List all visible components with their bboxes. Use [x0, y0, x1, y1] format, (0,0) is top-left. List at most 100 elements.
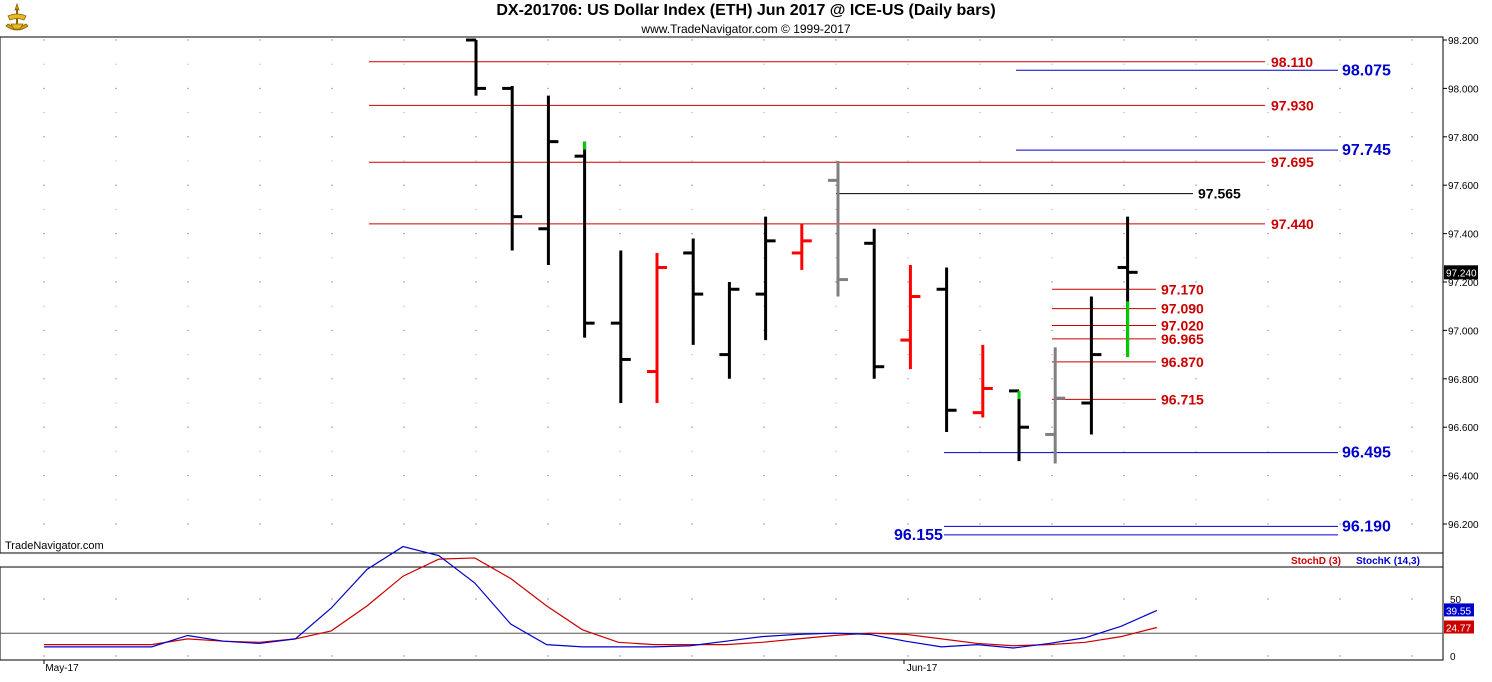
grid-dot: [1339, 63, 1341, 65]
grid-dot: [259, 402, 261, 404]
grid-dot: [187, 598, 189, 600]
grid-dot: [1123, 329, 1125, 332]
grid-dot: [403, 426, 405, 428]
grid-dot: [835, 208, 837, 210]
grid-dot: [1195, 499, 1197, 501]
grid-dot: [187, 281, 189, 283]
grid-dot: [1195, 87, 1197, 90]
grid-dot: [1123, 523, 1125, 525]
grid-dot: [835, 523, 837, 525]
grid-dot: [1195, 39, 1197, 41]
grid-dot: [547, 354, 549, 356]
grid-dot: [1339, 655, 1341, 657]
grid-dot: [979, 281, 981, 283]
grid-dot: [187, 87, 189, 90]
grid-dot: [1195, 378, 1197, 380]
grid-dot: [547, 87, 549, 90]
grid-dot: [331, 112, 333, 114]
grid-dot: [1051, 354, 1053, 356]
grid-dot: [259, 39, 261, 41]
grid-dot: [1339, 474, 1341, 477]
grid-dot: [763, 63, 765, 65]
grid-dot: [1267, 329, 1269, 332]
grid-dot: [43, 655, 45, 657]
y-tick-label: 97.600: [1448, 181, 1479, 192]
grid-dot: [1195, 281, 1197, 283]
y-tick-label: 98.000: [1448, 84, 1479, 95]
grid-dot: [403, 450, 405, 452]
grid-dot: [475, 474, 477, 477]
grid-dot: [979, 523, 981, 525]
osc-y-tick-label: 50: [1450, 595, 1462, 606]
grid-dot: [1195, 426, 1197, 428]
chart-title: DX-201706: US Dollar Index (ETH) Jun 201…: [496, 2, 996, 19]
grid-dot: [1195, 63, 1197, 65]
grid-dot: [115, 354, 117, 356]
grid-dot: [1195, 257, 1197, 259]
grid-dot: [691, 598, 693, 600]
grid-dot: [1339, 160, 1341, 162]
ohlc-bar: [755, 216, 776, 341]
grid-dot: [259, 63, 261, 65]
grid-dot: [1123, 112, 1125, 114]
grid-dot: [1195, 305, 1197, 307]
stochk-last-box: [1444, 603, 1474, 617]
grid-dot: [763, 450, 765, 452]
grid-dot: [691, 208, 693, 210]
grid-dot: [979, 354, 981, 356]
grid-dot: [1411, 655, 1413, 657]
grid-dot: [979, 378, 981, 380]
grid-dot: [1051, 655, 1053, 657]
grid-dot: [979, 184, 981, 186]
grid-dot: [115, 655, 117, 657]
grid-dot: [547, 450, 549, 452]
grid-dot: [331, 655, 333, 657]
level-label: 96.495: [1342, 445, 1391, 462]
grid-dot: [1123, 184, 1125, 186]
grid-dot: [835, 87, 837, 90]
grid-dot: [1123, 257, 1125, 259]
grid-dot: [43, 232, 45, 235]
grid-dot: [187, 378, 189, 380]
grid-dot: [403, 63, 405, 65]
grid-dot: [403, 655, 405, 657]
level-label: 97.565: [1198, 186, 1241, 202]
grid-dot: [259, 87, 261, 90]
grid-dot: [1411, 208, 1413, 210]
level-label: 97.695: [1271, 154, 1314, 170]
grid-dot: [475, 523, 477, 525]
grid-dot: [907, 281, 909, 283]
grid-dot: [835, 354, 837, 356]
grid-dot: [979, 402, 981, 404]
grid-dot: [1411, 598, 1413, 600]
grid-dot: [403, 208, 405, 210]
grid-dot: [475, 499, 477, 501]
grid-dot: [403, 305, 405, 307]
grid-dot: [619, 474, 621, 477]
grid-dot: [1123, 232, 1125, 235]
grid-dot: [259, 523, 261, 525]
grid-dot: [1195, 598, 1197, 600]
grid-dot: [43, 450, 45, 452]
grid-dot: [1339, 305, 1341, 307]
grid-dot: [43, 499, 45, 501]
grid-dot: [43, 63, 45, 65]
grid-dot: [835, 426, 837, 428]
grid-dot: [1267, 257, 1269, 259]
grid-dot: [331, 39, 333, 41]
grid-dot: [43, 208, 45, 210]
grid-dot: [403, 402, 405, 404]
grid-dot: [187, 112, 189, 114]
grid-dot: [187, 39, 189, 41]
grid-dot: [331, 474, 333, 477]
grid-dot: [547, 598, 549, 600]
grid-dot: [475, 257, 477, 259]
grid-dot: [115, 232, 117, 235]
grid-dot: [1339, 257, 1341, 259]
grid-dot: [691, 450, 693, 452]
y-tick-label: 96.400: [1448, 472, 1479, 483]
grid-dot: [835, 598, 837, 600]
level-label: 98.110: [1271, 54, 1313, 70]
grid-dot: [1195, 112, 1197, 114]
grid-dot: [1339, 402, 1341, 404]
